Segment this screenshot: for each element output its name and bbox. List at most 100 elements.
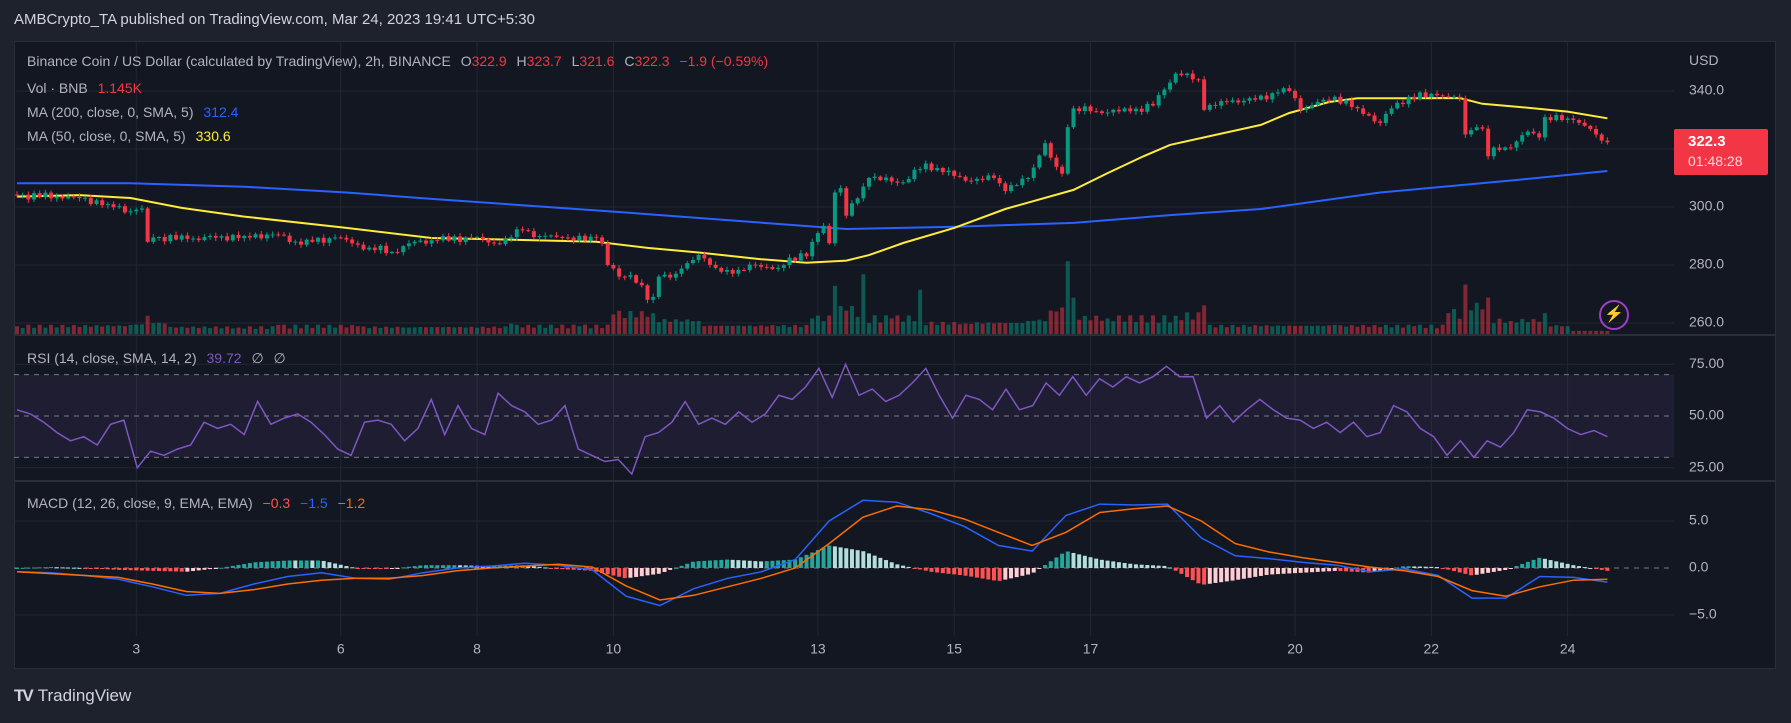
lightning-icon[interactable]: ⚡: [1599, 300, 1629, 330]
candle-body: [350, 239, 355, 244]
macd-histogram-bar: [1190, 568, 1195, 581]
macd-histogram-bar: [1133, 564, 1138, 568]
macd-histogram-bar: [1503, 568, 1508, 571]
volume-bar: [673, 319, 678, 334]
volume-bar: [1304, 325, 1309, 334]
candle-body: [1599, 134, 1604, 141]
candle-body: [1338, 96, 1343, 104]
macd-histogram-bar: [94, 568, 99, 569]
candle-body: [157, 236, 161, 238]
macd-histogram-bar: [1327, 568, 1332, 572]
candle-body: [554, 235, 559, 237]
ma200-legend[interactable]: MA (200, close, 0, SMA, 5) 312.4: [27, 103, 238, 121]
candle-body: [685, 263, 690, 269]
volume-bar: [1378, 327, 1383, 334]
macd-legend[interactable]: MACD (12, 26, close, 9, EMA, EMA) −0.3 −…: [27, 494, 365, 512]
candle-body: [242, 236, 247, 239]
candle-body: [1281, 88, 1286, 93]
volume-bar: [759, 325, 764, 334]
macd-histogram-bar: [1139, 564, 1144, 568]
macd-histogram-bar: [191, 568, 196, 571]
volume-bar: [1054, 311, 1059, 334]
macd-histogram-bar: [276, 561, 281, 568]
volume-bar: [1588, 330, 1593, 334]
volume-bar: [293, 324, 298, 334]
volume-bar: [736, 325, 741, 334]
rsi-label: RSI (14, close, SMA, 14, 2): [27, 350, 197, 366]
volume-bar: [37, 324, 42, 334]
candle-body: [134, 209, 139, 212]
macd-histogram-bar: [77, 567, 82, 569]
ma50-legend[interactable]: MA (50, close, 0, SMA, 5) 330.6: [27, 127, 231, 145]
macd-histogram-bar: [174, 568, 179, 572]
candle-body: [520, 229, 525, 231]
volume-bar: [565, 328, 570, 334]
candle-body: [793, 257, 798, 261]
candle-body: [1190, 73, 1195, 80]
currency-label: USD: [1689, 52, 1719, 68]
volume-bar: [1457, 318, 1462, 334]
volume-bar: [355, 326, 360, 334]
macd-histogram-bar: [1145, 564, 1150, 568]
volume-bar: [1366, 326, 1371, 334]
footer-brand[interactable]: TV TradingView: [14, 686, 131, 706]
candle-body: [1179, 73, 1184, 76]
volume-bar: [1168, 322, 1173, 334]
symbol-legend[interactable]: Binance Coin / US Dollar (calculated by …: [27, 52, 768, 70]
candle-body: [247, 236, 252, 238]
candle-body: [1224, 101, 1229, 103]
macd-histogram-bar: [878, 557, 883, 568]
candle-body: [196, 238, 201, 241]
macd-histogram-bar: [208, 568, 213, 570]
volume-bar: [1207, 324, 1212, 334]
candle-body: [1383, 113, 1388, 123]
candle-body: [957, 175, 962, 177]
volume-bar: [1037, 319, 1042, 334]
macd-histogram-bar: [821, 547, 826, 568]
macd-histogram-bar: [304, 560, 309, 568]
macd-histogram-bar: [54, 567, 59, 569]
candle-body: [1491, 147, 1496, 157]
candle-body: [1531, 131, 1536, 134]
volume-bar: [1537, 321, 1542, 334]
candle-body: [276, 234, 281, 236]
volume-bar: [1389, 327, 1394, 334]
candle-body: [1293, 91, 1297, 99]
volume-bar: [1281, 326, 1286, 334]
macd-histogram-bar: [389, 568, 394, 569]
macd-histogram-bar: [901, 565, 906, 568]
candle-body: [1605, 140, 1610, 143]
macd-histogram-bar: [1213, 568, 1218, 583]
candle-body: [1236, 100, 1241, 103]
volume-bar: [259, 326, 264, 334]
macd-histogram-bar: [1315, 568, 1320, 572]
volume-bar: [111, 326, 116, 334]
candle-body: [1469, 130, 1474, 135]
volume-legend[interactable]: Vol · BNB 1.145K: [27, 79, 142, 97]
candle-body: [253, 234, 258, 238]
macd-histogram-bar: [696, 561, 701, 568]
signal-line: [16, 505, 1608, 601]
rsi-legend[interactable]: RSI (14, close, SMA, 14, 2) 39.72 ∅ ∅: [27, 349, 286, 367]
candle-body: [940, 167, 945, 173]
macd-histogram-bar: [1366, 568, 1371, 573]
macd-histogram-bar: [565, 568, 570, 570]
volume-bar: [821, 321, 826, 334]
volume-bar: [713, 325, 718, 334]
volume-bar: [469, 326, 474, 334]
volume-bar: [747, 325, 752, 334]
volume-bar: [793, 324, 798, 334]
candle-body: [889, 177, 894, 182]
macd-histogram-bar: [139, 568, 144, 571]
candle-body: [639, 282, 644, 286]
candle-body: [1446, 96, 1451, 98]
candle-body: [1082, 106, 1087, 112]
candle-body: [1310, 105, 1315, 109]
macd-histogram-bar: [259, 561, 264, 568]
volume-bar: [1230, 324, 1235, 334]
volume-bar: [247, 326, 252, 334]
candle-body: [1151, 103, 1155, 106]
candle-body: [963, 176, 968, 181]
candle-body: [1525, 131, 1530, 136]
